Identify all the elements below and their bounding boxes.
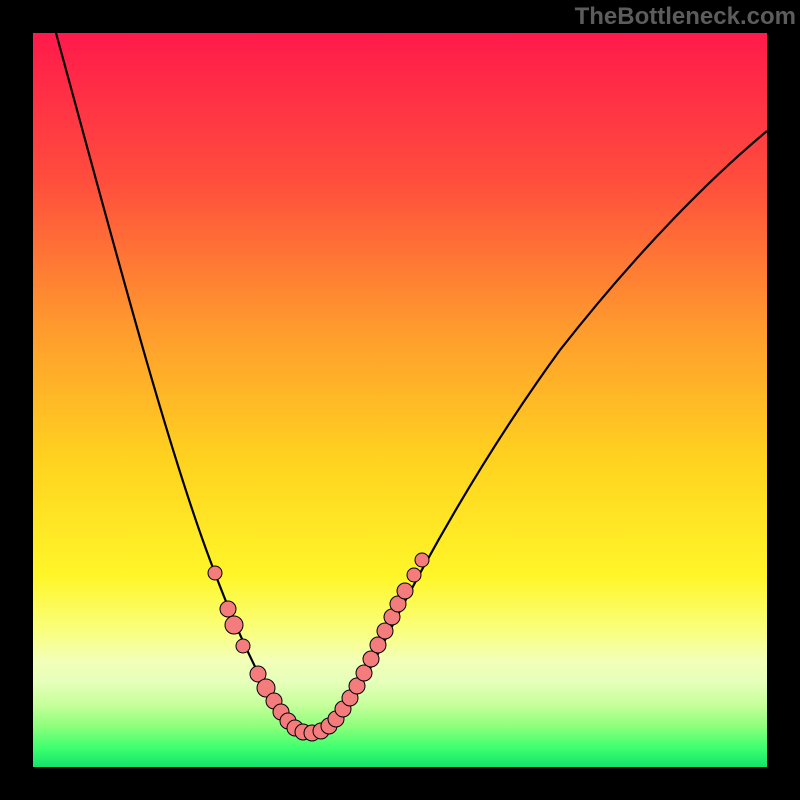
data-marker <box>407 568 421 582</box>
data-marker <box>415 553 429 567</box>
data-marker <box>220 601 236 617</box>
data-marker <box>363 651 379 667</box>
data-marker <box>208 566 222 580</box>
data-marker <box>356 665 372 681</box>
data-marker <box>225 616 243 634</box>
watermark-text: TheBottleneck.com <box>575 3 796 31</box>
plot-gradient-background <box>33 33 767 767</box>
data-marker <box>377 623 393 639</box>
bottleneck-chart <box>0 0 800 800</box>
data-marker <box>370 637 386 653</box>
data-marker <box>236 639 250 653</box>
data-marker <box>397 583 413 599</box>
